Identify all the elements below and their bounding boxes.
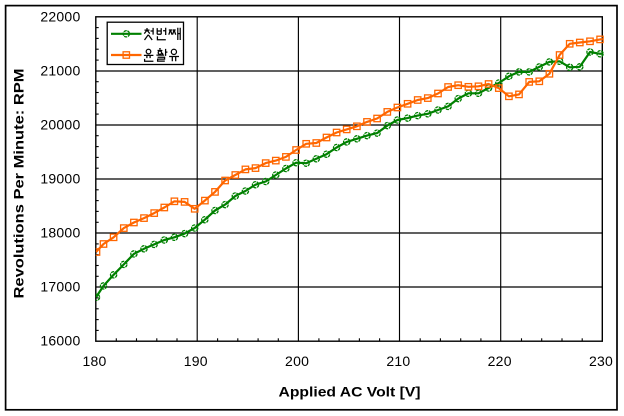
svg-text:Revolutions Per Minute: RPM: Revolutions Per Minute: RPM	[11, 69, 27, 299]
svg-text:16000: 16000	[40, 333, 80, 349]
svg-text:20000: 20000	[40, 117, 80, 133]
svg-text:22000: 22000	[40, 9, 80, 25]
svg-text:200: 200	[285, 353, 309, 369]
svg-text:17000: 17000	[40, 279, 80, 295]
svg-text:180: 180	[82, 353, 106, 369]
svg-text:Applied AC Volt [V]: Applied AC Volt [V]	[279, 384, 421, 400]
svg-text:210: 210	[386, 353, 410, 369]
svg-text:230: 230	[589, 353, 613, 369]
svg-text:18000: 18000	[40, 225, 80, 241]
svg-text:220: 220	[488, 353, 512, 369]
svg-text:190: 190	[184, 353, 208, 369]
svg-text:21000: 21000	[40, 63, 80, 79]
svg-text:19000: 19000	[40, 171, 80, 187]
